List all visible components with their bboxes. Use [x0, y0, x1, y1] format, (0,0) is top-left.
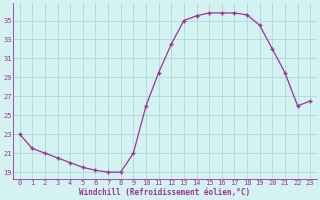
- X-axis label: Windchill (Refroidissement éolien,°C): Windchill (Refroidissement éolien,°C): [79, 188, 251, 197]
